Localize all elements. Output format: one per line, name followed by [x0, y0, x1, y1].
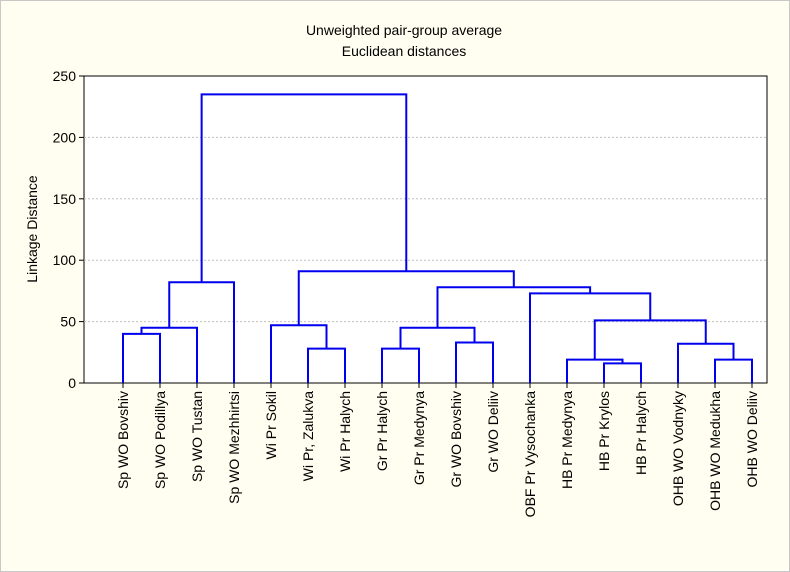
- gridlines: [84, 136, 767, 323]
- leaf-label: OHB WO Medukha: [707, 391, 723, 511]
- leaf-label: Sp WO Mezhhirtsi: [226, 391, 242, 504]
- leaf-label: Sp WO Tustan: [189, 391, 205, 482]
- leaf-label: OBF Pr Vysochanka: [522, 391, 538, 518]
- leaf-label: Wi Pr, Zalukva: [300, 391, 316, 481]
- leaf-labels: Sp WO Bovshiv Sp WO Podillya Sp WO Tustan S…: [115, 383, 760, 517]
- chart-title-line-1: Unweighted pair-group average: [306, 22, 502, 38]
- y-tick-label: 250: [53, 68, 77, 84]
- dendrogram-link: [200, 93, 408, 283]
- dendrogram-links: [122, 93, 753, 383]
- leaf-label: HB Pr Krylos: [596, 391, 612, 471]
- y-tick-label: 50: [60, 314, 76, 330]
- leaf-label: HB Pr Medynya: [559, 391, 575, 489]
- chart-title-line-2: Euclidean distances: [342, 43, 467, 59]
- leaf-label: Wi Pr Halych: [337, 391, 353, 472]
- leaf-label: Gr WO Deliiv: [485, 391, 501, 473]
- leaf-label: OHB WO Deliiv: [744, 391, 760, 487]
- leaf-label: HB Pr Halych: [633, 391, 649, 475]
- y-tick-label: 150: [53, 191, 77, 207]
- leaf-label: Gr Pr Halych: [374, 391, 390, 471]
- y-axis: 0 50 100 150 200 250: [53, 68, 84, 391]
- y-tick-label: 0: [68, 375, 76, 391]
- y-tick-label: 100: [53, 252, 77, 268]
- y-tick-label: 200: [53, 129, 77, 145]
- leaf-label: Gr WO Bovshiv: [448, 391, 464, 487]
- leaf-label: OHB WO Vodnyky: [670, 391, 686, 506]
- leaf-label: Sp WO Bovshiv: [115, 391, 131, 489]
- leaf-label: Wi Pr Sokil: [263, 391, 279, 459]
- y-axis-title: Linkage Distance: [24, 175, 40, 283]
- leaf-label: Gr Pr Medynya: [411, 391, 427, 485]
- leaf-label: Sp WO Podillya: [152, 391, 168, 489]
- plot-area: [83, 75, 768, 384]
